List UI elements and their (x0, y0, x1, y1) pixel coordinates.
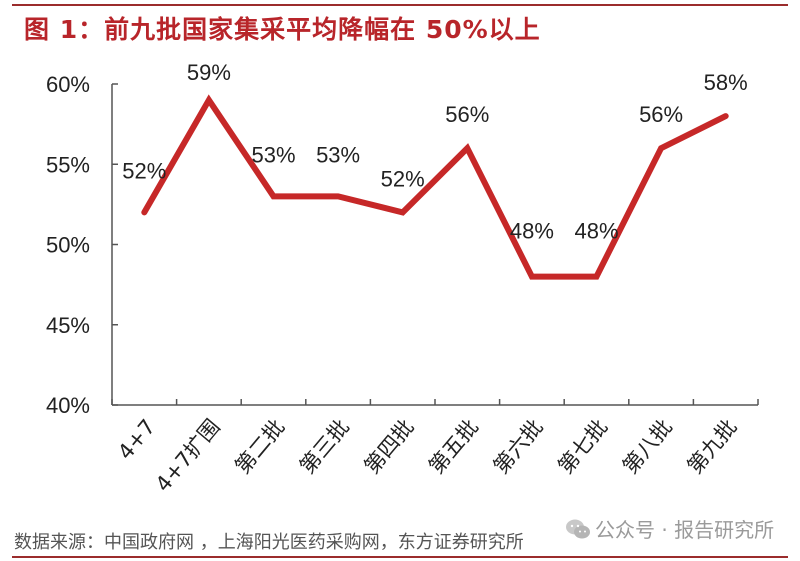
top-rule (12, 4, 788, 6)
x-axis: 4+74+7扩围 第二批 第三批 第四批 第五批 第六批 第七批 第八批 第九批 (111, 399, 759, 497)
watermark-text: 公众号 · 报告研究所 (595, 518, 775, 542)
x-tick-label: 第九批 (683, 415, 742, 479)
data-label: 52% (381, 166, 425, 191)
y-tick-label: 45% (46, 313, 90, 338)
series-polyline (141, 94, 729, 280)
y-tick-label: 40% (46, 393, 90, 418)
wechat-icon (565, 518, 591, 540)
series-line (141, 94, 729, 280)
data-label: 56% (445, 102, 489, 127)
data-labels: 52% 59% 53% 53% 52% 56% 48% 48% 56% 58% (122, 60, 747, 244)
y-axis: 40% 45% 50% 55% 60% (46, 72, 118, 418)
data-label: 53% (316, 142, 360, 167)
bottom-rule (12, 556, 788, 558)
data-label: 48% (510, 219, 554, 244)
y-tick-label: 50% (46, 233, 90, 258)
data-label: 59% (187, 60, 231, 85)
figure-title: 图 1：前九批国家集采平均降幅在 50%以上 (24, 10, 541, 46)
y-tick-label: 55% (46, 152, 90, 177)
x-tick-label: 第七批 (553, 415, 612, 479)
figure-number: 图 1： (24, 15, 105, 44)
x-tick-label: 第五批 (424, 415, 483, 479)
data-label: 48% (574, 219, 618, 244)
x-tick-label: 第八批 (618, 415, 677, 479)
source-note: 数据来源：中国政府网 ，上海阳光医药采购网，东方证券研究所 (14, 532, 524, 553)
data-label: 53% (251, 142, 295, 167)
watermark: 公众号 · 报告研究所 (565, 514, 774, 543)
figure-title-text: 前九批国家集采平均降幅在 50%以上 (104, 15, 541, 44)
y-tick-label: 60% (46, 72, 90, 97)
x-tick-label: 第三批 (295, 415, 354, 479)
x-tick-label: 4+7扩围 (151, 415, 225, 497)
x-tick-label: 第二批 (230, 415, 289, 479)
data-label: 58% (704, 70, 748, 95)
x-tick-label: 4+7 (113, 415, 160, 464)
data-label: 56% (639, 102, 683, 127)
x-tick-label: 第六批 (489, 415, 548, 479)
x-tick-label: 第四批 (360, 415, 419, 479)
data-label: 52% (122, 158, 166, 183)
